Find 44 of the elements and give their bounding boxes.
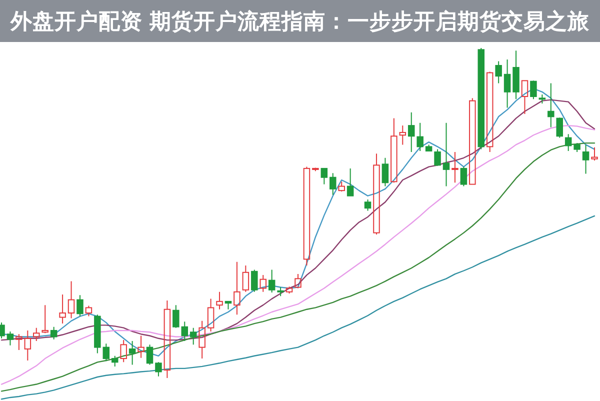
- candlestick: [382, 157, 389, 187]
- candlestick: [504, 59, 511, 108]
- candlestick: [495, 60, 502, 84]
- candlestick: [76, 294, 84, 317]
- candlestick: [68, 280, 75, 319]
- candlestick: [442, 122, 450, 187]
- candlestick: [138, 335, 144, 358]
- candlestick: [94, 314, 101, 354]
- candlestick: [399, 125, 406, 146]
- candlestick: [42, 304, 48, 334]
- candlestick: [59, 294, 66, 324]
- candlestick: [582, 144, 590, 174]
- candlestick: [234, 261, 240, 316]
- candlestick: [564, 134, 572, 152]
- candlestick: [469, 98, 476, 185]
- candlestick: [416, 122, 424, 152]
- candlestick: [330, 172, 336, 196]
- candlestick: [207, 298, 214, 332]
- candlestick: [216, 291, 223, 310]
- candlestick: [164, 300, 171, 378]
- candlestick: [346, 168, 354, 196]
- candlestick: [452, 151, 458, 184]
- candlestick: [521, 80, 528, 114]
- candlestick: [128, 340, 136, 366]
- candlestick: [146, 344, 154, 366]
- candlestick: [198, 320, 206, 360]
- candlestick: [320, 168, 328, 185]
- candlestick: [181, 321, 188, 342]
- candlestick: [548, 82, 554, 128]
- candlestick: [390, 118, 398, 184]
- candlestick: [268, 269, 276, 294]
- candlestick: [224, 300, 232, 310]
- candlestick: [33, 327, 40, 342]
- candlestick: [155, 362, 162, 377]
- candlestick: [512, 50, 520, 100]
- candlestick: [338, 181, 345, 192]
- candlestick: [16, 334, 22, 350]
- candlestick: [260, 274, 266, 292]
- candlestick: [373, 153, 380, 235]
- candlestick: [24, 330, 32, 362]
- candlestick: [190, 327, 197, 346]
- candlestick: [591, 146, 598, 162]
- candlestick: [408, 112, 415, 152]
- chart-title: 外盘开户配资 期货开户流程指南：一步步开启期货交易之旅: [9, 8, 591, 35]
